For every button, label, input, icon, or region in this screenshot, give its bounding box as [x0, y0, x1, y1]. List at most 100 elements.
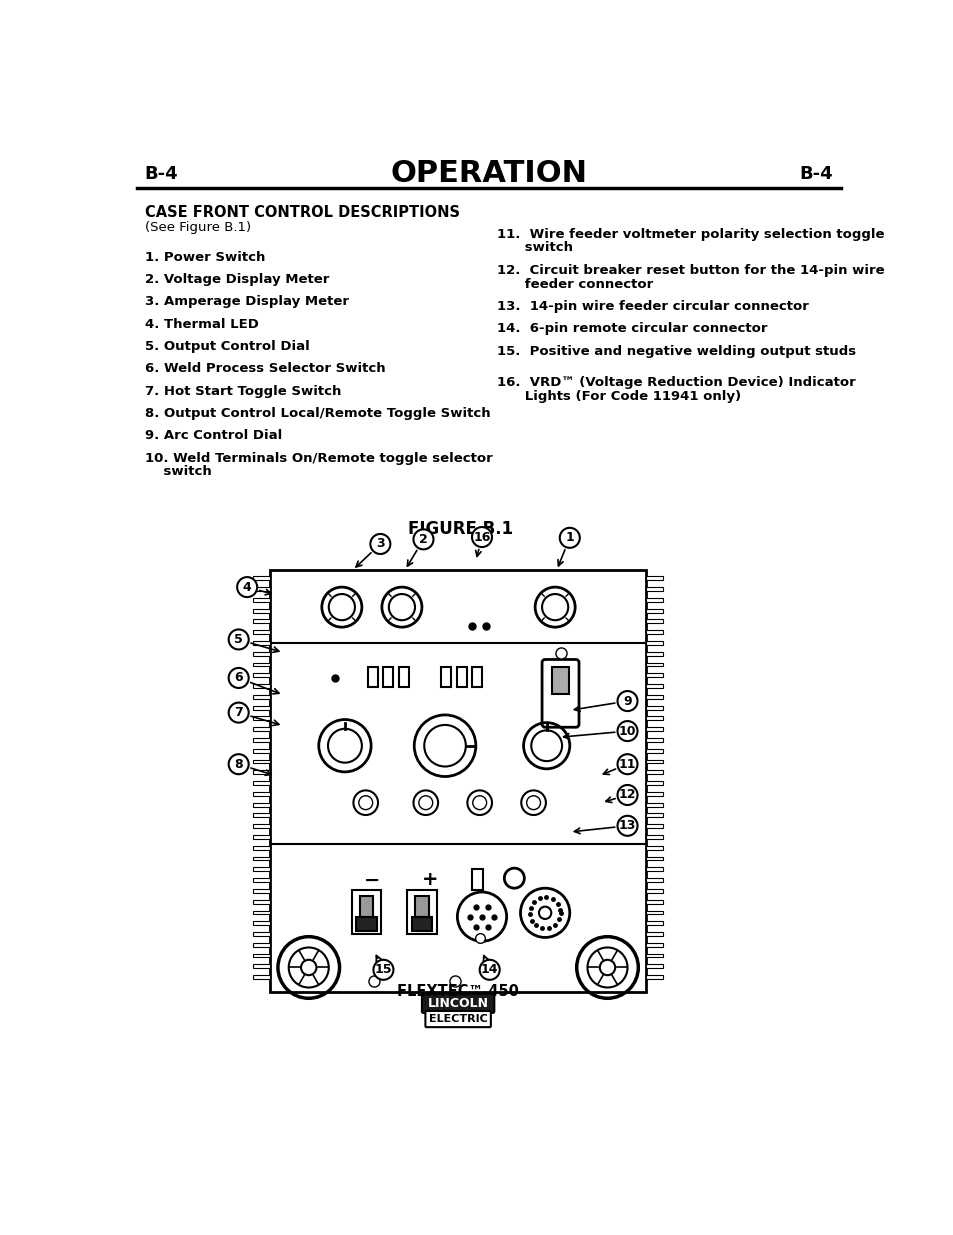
Bar — [253, 662, 270, 667]
Text: 12.  Circuit breaker reset button for the 14-pin wire: 12. Circuit breaker reset button for the… — [497, 264, 883, 277]
Text: CASE FRONT CONTROL DESCRIPTIONS: CASE FRONT CONTROL DESCRIPTIONS — [145, 205, 459, 220]
Bar — [415, 895, 429, 918]
Bar — [253, 739, 270, 742]
Circle shape — [479, 960, 499, 979]
Bar — [645, 609, 662, 613]
Bar — [645, 662, 662, 667]
Text: 14: 14 — [480, 963, 497, 977]
Bar — [645, 760, 662, 763]
Bar — [645, 598, 662, 601]
Bar — [270, 571, 645, 992]
Text: OPERATION: OPERATION — [390, 159, 587, 188]
Bar — [645, 942, 662, 947]
Bar — [253, 577, 270, 580]
Bar — [383, 667, 393, 687]
Text: switch: switch — [145, 466, 212, 478]
Bar — [456, 667, 466, 687]
Text: 5. Output Control Dial: 5. Output Control Dial — [145, 340, 309, 353]
Bar — [645, 889, 662, 893]
Bar — [645, 976, 662, 979]
Bar — [253, 921, 270, 925]
Text: B-4: B-4 — [799, 164, 832, 183]
Text: feeder connector: feeder connector — [497, 278, 652, 290]
Bar — [253, 684, 270, 688]
Text: 13.  14-pin wire feeder circular connector: 13. 14-pin wire feeder circular connecto… — [497, 300, 807, 312]
Circle shape — [373, 960, 393, 979]
Bar — [253, 942, 270, 947]
Bar — [253, 598, 270, 601]
Text: −: − — [363, 871, 379, 889]
Circle shape — [237, 577, 257, 597]
Text: 3. Amperage Display Meter: 3. Amperage Display Meter — [145, 295, 349, 309]
Bar — [645, 587, 662, 592]
Bar — [253, 705, 270, 710]
Text: Lights (For Code 11941 only): Lights (For Code 11941 only) — [497, 390, 740, 403]
Bar — [645, 900, 662, 904]
Circle shape — [229, 630, 249, 650]
Bar — [645, 846, 662, 850]
Bar — [645, 867, 662, 871]
Bar — [645, 953, 662, 957]
Text: 10. Weld Terminals On/Remote toggle selector: 10. Weld Terminals On/Remote toggle sele… — [145, 452, 492, 464]
Bar — [253, 878, 270, 882]
Bar — [253, 803, 270, 806]
Text: 2. Voltage Display Meter: 2. Voltage Display Meter — [145, 273, 329, 287]
Text: 4: 4 — [242, 580, 252, 594]
Bar — [645, 705, 662, 710]
Bar — [472, 869, 482, 890]
Bar — [356, 918, 376, 931]
Bar — [253, 910, 270, 914]
Text: 13: 13 — [618, 819, 636, 832]
Text: 6. Weld Process Selector Switch: 6. Weld Process Selector Switch — [145, 362, 385, 375]
Text: 9. Arc Control Dial: 9. Arc Control Dial — [145, 430, 282, 442]
Text: 4. Thermal LED: 4. Thermal LED — [145, 317, 258, 331]
Text: 6: 6 — [234, 672, 243, 684]
Bar — [253, 824, 270, 829]
Circle shape — [617, 785, 637, 805]
Bar — [253, 814, 270, 818]
Bar — [645, 965, 662, 968]
Bar — [645, 684, 662, 688]
Bar — [253, 587, 270, 592]
Circle shape — [617, 692, 637, 711]
Bar — [645, 620, 662, 624]
Text: 7. Hot Start Toggle Switch: 7. Hot Start Toggle Switch — [145, 384, 341, 398]
Bar — [645, 727, 662, 731]
Text: ELECTRIC: ELECTRIC — [428, 1014, 487, 1024]
Text: 16: 16 — [473, 531, 490, 543]
Bar — [412, 918, 432, 931]
FancyBboxPatch shape — [421, 994, 494, 1013]
Bar — [253, 900, 270, 904]
Bar — [407, 889, 436, 935]
Text: +: + — [421, 871, 437, 889]
Circle shape — [413, 530, 433, 550]
Text: 8. Output Control Local/Remote Toggle Switch: 8. Output Control Local/Remote Toggle Sw… — [145, 406, 490, 420]
Bar — [645, 641, 662, 645]
Text: 9: 9 — [622, 694, 631, 708]
Bar — [253, 889, 270, 893]
Bar — [253, 857, 270, 861]
Bar — [645, 577, 662, 580]
Bar — [253, 760, 270, 763]
Text: switch: switch — [497, 241, 572, 254]
Circle shape — [617, 816, 637, 836]
Text: 10: 10 — [618, 725, 636, 737]
Circle shape — [559, 527, 579, 548]
Bar — [352, 889, 381, 935]
Bar — [645, 748, 662, 752]
Bar — [359, 895, 373, 918]
Circle shape — [370, 534, 390, 555]
Bar — [253, 782, 270, 785]
Bar — [253, 846, 270, 850]
Text: 15: 15 — [375, 963, 392, 977]
Bar — [253, 748, 270, 752]
Bar — [645, 878, 662, 882]
Text: 11.  Wire feeder voltmeter polarity selection toggle: 11. Wire feeder voltmeter polarity selec… — [497, 227, 883, 241]
Text: FIGURE B.1: FIGURE B.1 — [408, 520, 513, 538]
Bar — [253, 792, 270, 795]
Circle shape — [229, 755, 249, 774]
Circle shape — [617, 721, 637, 741]
Bar — [645, 771, 662, 774]
Circle shape — [229, 703, 249, 722]
Bar — [645, 932, 662, 936]
